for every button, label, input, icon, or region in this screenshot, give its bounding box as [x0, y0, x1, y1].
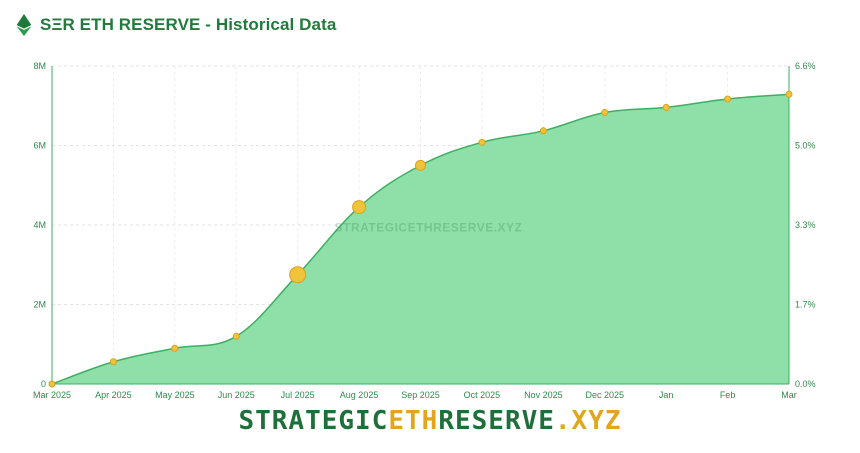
data-point — [539, 127, 547, 135]
x-tick-label: Aug 2025 — [340, 390, 379, 400]
x-axis-labels: Mar 2025 Apr 2025 May 2025 Jun 2025 Jul 2025… — [33, 390, 797, 400]
data-point — [48, 380, 56, 388]
x-tick-label: Mar 2025 — [33, 390, 71, 400]
area-chart: STRATEGICETHRESERVE.XYZ 0 2M 4M 6M 8M 0.0% 1.… — [33, 61, 816, 400]
y-right-tick-label: 1.7% — [795, 300, 816, 310]
y-right-tick-label: 6.6% — [795, 61, 816, 71]
x-tick-label: Feb — [720, 390, 736, 400]
chart-title: SΞR ETH RESERVE - Historical Data — [40, 15, 337, 34]
y-tick-label: 2M — [33, 300, 46, 310]
x-tick-label: Mar — [781, 390, 797, 400]
data-points — [48, 90, 793, 388]
y-tick-label: 6M — [33, 141, 46, 151]
x-tick-label: Jun 2025 — [218, 390, 255, 400]
ethereum-icon — [16, 14, 32, 36]
brand-part-xyz: .XYZ — [554, 406, 622, 436]
y-right-tick-label: 0.0% — [795, 379, 816, 389]
data-point — [352, 200, 367, 215]
y-tick-label: 0 — [41, 379, 46, 389]
x-tick-label: Nov 2025 — [524, 390, 563, 400]
brand-footer: STRATEGICETHRESERVE.XYZ — [0, 406, 860, 436]
brand-part-eth: ETH — [388, 406, 439, 436]
x-tick-label: Sep 2025 — [401, 390, 440, 400]
y-axis-right-labels: 0.0% 1.7% 3.3% 5.0% 6.6% — [795, 61, 816, 389]
data-point — [662, 103, 670, 111]
y-axis-left-labels: 0 2M 4M 6M 8M — [33, 61, 46, 389]
data-point — [415, 159, 426, 171]
watermark: STRATEGICETHRESERVE.XYZ — [335, 220, 523, 234]
x-tick-label: May 2025 — [155, 390, 195, 400]
area-fill — [52, 94, 789, 384]
y-tick-label: 8M — [33, 61, 46, 71]
brand-part-strategic: STRATEGIC — [238, 406, 389, 436]
data-point — [232, 332, 240, 340]
x-tick-label: Jul 2025 — [281, 390, 315, 400]
x-tick-label: Jan — [659, 390, 674, 400]
chart-header: SΞR ETH RESERVE - Historical Data — [16, 14, 336, 36]
data-point — [171, 344, 179, 352]
y-tick-label: 4M — [33, 220, 46, 230]
data-point — [724, 95, 732, 103]
brand-part-reserve: RESERVE — [438, 406, 555, 436]
data-point — [109, 358, 117, 366]
x-tick-label: Apr 2025 — [95, 390, 132, 400]
data-point — [601, 109, 609, 117]
x-tick-label: Dec 2025 — [585, 390, 624, 400]
y-right-tick-label: 5.0% — [795, 141, 816, 151]
y-right-tick-label: 3.3% — [795, 220, 816, 230]
data-point — [289, 266, 307, 284]
data-point — [785, 90, 793, 98]
x-tick-label: Oct 2025 — [464, 390, 501, 400]
data-point — [478, 138, 486, 146]
